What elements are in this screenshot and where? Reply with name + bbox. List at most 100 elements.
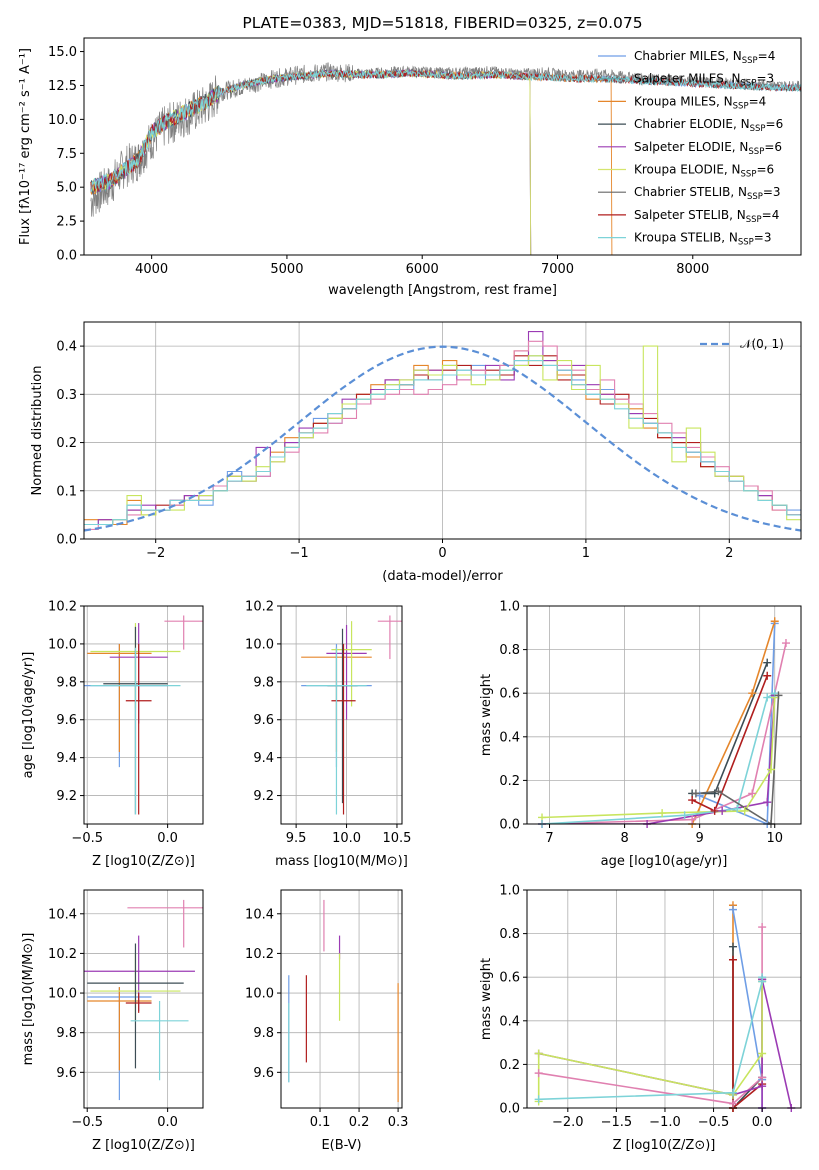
legend-label-main: Chabrier ELODIE, N — [634, 117, 750, 131]
x-tick-label: 1 — [582, 546, 590, 561]
y-tick-label: 0.8 — [499, 927, 520, 942]
data-point-marker — [748, 689, 757, 698]
data-point-marker — [714, 787, 723, 796]
axes-frame — [83, 889, 204, 1109]
x-tick-label: 7000 — [541, 262, 574, 277]
x-axis-label: age [log10(age/yr)] — [601, 854, 728, 869]
age-vs-mass-panel: 9.5 10.0 10.5 9.2 9.4 9.6 9.8 10.0 10.2 mass [log… — [245, 600, 411, 870]
data-point-marker — [534, 1069, 543, 1078]
model-spectrum-line — [90, 68, 532, 255]
chart-title: PLATE=0383, MJD=51818, FIBERID=0325, z=0… — [242, 14, 642, 32]
x-tick-label: 5000 — [270, 262, 303, 277]
data-point-marker — [758, 1073, 767, 1082]
x-tick-label: 0.0 — [157, 1115, 178, 1130]
legend-label-end: =3 — [763, 185, 781, 199]
y-axis-label: mass weight — [479, 674, 494, 756]
x-tick-label: 9 — [696, 831, 704, 846]
axes-frame — [280, 889, 403, 1109]
legend-label-end: =4 — [758, 49, 776, 63]
model-spectrum-line — [90, 68, 532, 255]
mass-weight-line — [695, 695, 780, 824]
data-point-marker — [728, 1099, 737, 1108]
data-point-marker — [740, 806, 749, 815]
legend-label: 𝒩(0, 1) — [740, 337, 784, 351]
x-axis-label: (data-model)/error — [382, 569, 503, 584]
x-tick-label: 0.0 — [157, 831, 178, 846]
y-tick-label: 10.0 — [245, 637, 274, 652]
x-tick-label: 2 — [725, 546, 733, 561]
y-tick-label: 0.0 — [56, 249, 77, 264]
legend-label: Salpeter STELIB, NSSP=4 — [634, 208, 779, 225]
y-tick-label: 9.6 — [253, 1066, 274, 1081]
x-tick-label: 0.1 — [310, 1115, 331, 1130]
x-axis-label: mass [log10(M/M⊙)] — [275, 854, 408, 869]
x-tick-label: 6000 — [406, 262, 439, 277]
legend-label-end: =6 — [766, 117, 784, 131]
model-spectrum-line — [90, 69, 801, 193]
y-tick-label: 0.0 — [499, 818, 520, 833]
data-point-marker — [680, 811, 689, 820]
data-point-marker — [728, 905, 737, 914]
histogram-step-line — [84, 360, 801, 526]
plot-area — [301, 615, 402, 815]
y-tick-label: 10.2 — [245, 947, 274, 962]
x-tick-label: 10.0 — [332, 831, 361, 846]
y-tick-label: 0.4 — [499, 730, 520, 745]
y-tick-label: 9.8 — [253, 1026, 274, 1041]
data-point-marker — [718, 806, 727, 815]
spectrum-panel: 4000 5000 6000 7000 8000 0.0 2.5 5.0 7.5 10.0 12.5… — [18, 14, 802, 298]
legend-label-sub: SSP — [742, 56, 758, 66]
y-tick-label: 10.0 — [48, 987, 77, 1002]
legend-label-main: Salpeter STELIB, N — [634, 208, 746, 222]
data-point-marker — [758, 923, 767, 932]
legend-label-main: Kroupa STELIB, N — [634, 231, 738, 245]
axes-frame — [83, 605, 204, 825]
legend-label-end: =4 — [749, 94, 767, 108]
y-tick-label: 9.6 — [56, 713, 77, 728]
legend-label-end: =6 — [756, 163, 774, 177]
x-tick-label: 9.5 — [286, 831, 307, 846]
axes-frame — [526, 605, 802, 825]
x-tick-label: 10.5 — [382, 831, 411, 846]
data-point-marker — [766, 765, 775, 774]
data-point-marker — [728, 1088, 737, 1097]
y-tick-label: 0.4 — [56, 340, 77, 355]
data-point-marker — [728, 942, 737, 951]
x-tick-label: −2.0 — [552, 1115, 584, 1130]
legend-label-end: =6 — [764, 140, 782, 154]
y-axis-label: mass [log10(M/M⊙)] — [21, 933, 36, 1066]
legend-label-main: Salpeter ELODIE, N — [634, 140, 748, 154]
x-tick-label: −0.5 — [71, 1115, 103, 1130]
legend-label-sub: SSP — [747, 192, 763, 202]
legend-label-end: =3 — [754, 231, 772, 245]
x-axis-label: E(B-V) — [321, 1138, 361, 1153]
legend-label-sub: SSP — [733, 101, 749, 111]
plot-area — [84, 331, 801, 532]
y-tick-label: 1.0 — [499, 884, 520, 899]
y-tick-label: 9.2 — [253, 789, 274, 804]
legend-label-main: Salpeter MILES, N — [634, 72, 741, 86]
mass-weight-vs-metallicity-panel: −2.0 −1.5 −1.0 −0.5 0.0 0.0 0.2 0.4 0.6 0.8 1.0 Z [… — [479, 884, 802, 1153]
y-tick-label: 0.3 — [56, 388, 77, 403]
data-point-marker — [534, 1095, 543, 1104]
residual-histogram-panel: −2 −1 0 1 2 0.0 0.1 0.2 0.3 0.4 (data-model)/error… — [30, 321, 802, 584]
mass-weight-line — [537, 981, 763, 1102]
data-point-marker — [688, 815, 697, 824]
data-point-marker — [758, 1049, 767, 1058]
y-tick-label: 10.4 — [245, 907, 274, 922]
data-point-marker — [763, 671, 772, 680]
y-tick-label: 10.2 — [48, 600, 77, 615]
y-tick-label: 2.5 — [56, 215, 77, 230]
data-point-marker — [728, 955, 737, 964]
mass-weight-line — [699, 623, 776, 824]
y-tick-label: 0.8 — [499, 643, 520, 658]
data-point-marker — [688, 796, 697, 805]
x-tick-label: 0.2 — [349, 1115, 370, 1130]
legend-label-sub: SSP — [746, 215, 762, 225]
y-axis-label: age [log10(age/yr)] — [21, 652, 36, 779]
model-spectrum-line — [90, 69, 532, 255]
legend-label: Salpeter ELODIE, NSSP=6 — [634, 140, 782, 157]
x-tick-label: 4000 — [135, 262, 168, 277]
data-point-marker — [763, 693, 772, 702]
data-point-marker — [774, 691, 783, 700]
